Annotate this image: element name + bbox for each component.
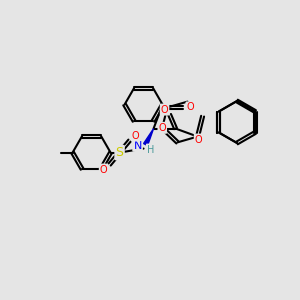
Text: S: S — [116, 146, 124, 159]
Text: O: O — [132, 130, 140, 141]
Text: O: O — [100, 165, 107, 175]
Text: O: O — [187, 102, 194, 112]
Text: H: H — [147, 145, 154, 154]
Polygon shape — [144, 129, 154, 146]
Text: O: O — [158, 123, 166, 133]
Text: O: O — [161, 105, 168, 115]
Text: N: N — [134, 141, 142, 151]
Text: O: O — [195, 135, 203, 145]
